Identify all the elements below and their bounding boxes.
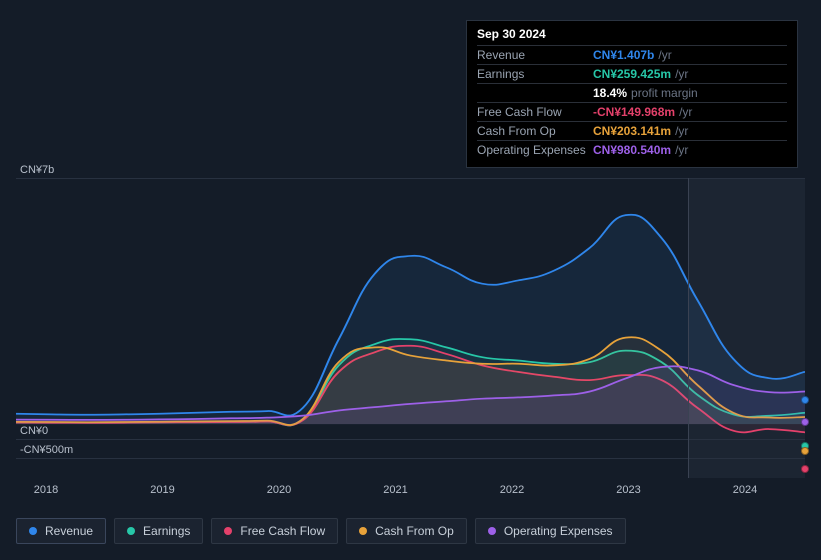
tooltip-row-unit: /yr xyxy=(658,48,671,62)
tooltip-row: Free Cash Flow-CN¥149.968m/yr xyxy=(477,102,787,121)
legend-swatch-icon xyxy=(127,527,135,535)
legend-item-label: Free Cash Flow xyxy=(240,524,325,538)
tooltip-row-value: CN¥259.425m xyxy=(593,67,671,81)
tooltip-row-value: CN¥203.141m xyxy=(593,124,671,138)
tooltip-row: Operating ExpensesCN¥980.540m/yr xyxy=(477,140,787,159)
legend-item-label: Operating Expenses xyxy=(504,524,613,538)
tooltip-row-unit: /yr xyxy=(675,124,688,138)
tooltip-row-label: Revenue xyxy=(477,48,593,62)
legend-item-label: Cash From Op xyxy=(375,524,454,538)
legend-swatch-icon xyxy=(488,527,496,535)
legend-item[interactable]: Free Cash Flow xyxy=(211,518,338,544)
tooltip-row-value: -CN¥149.968m xyxy=(593,105,675,119)
tooltip-row-unit: profit margin xyxy=(631,86,698,100)
x-axis-label: 2020 xyxy=(267,484,291,496)
legend-item[interactable]: Revenue xyxy=(16,518,106,544)
tooltip-date: Sep 30 2024 xyxy=(477,27,787,45)
legend-swatch-icon xyxy=(224,527,232,535)
x-axis-label: 2019 xyxy=(150,484,174,496)
x-axis-label: 2023 xyxy=(616,484,640,496)
tooltip-row: 18.4% profit margin xyxy=(477,83,787,102)
legend-item-label: Earnings xyxy=(143,524,190,538)
chart-legend: Revenue Earnings Free Cash Flow Cash From O… xyxy=(16,518,626,544)
legend-item[interactable]: Earnings xyxy=(114,518,203,544)
y-axis-label: CN¥0 xyxy=(20,425,48,437)
tooltip-row-value: CN¥1.407b xyxy=(593,48,654,62)
tooltip-row-label: Earnings xyxy=(477,67,593,81)
legend-item[interactable]: Operating Expenses xyxy=(475,518,626,544)
legend-swatch-icon xyxy=(359,527,367,535)
tooltip-panel: Sep 30 2024 RevenueCN¥1.407b/yrEarningsC… xyxy=(466,20,798,168)
tooltip-row: RevenueCN¥1.407b/yr xyxy=(477,45,787,64)
tooltip-row: Cash From OpCN¥203.141m/yr xyxy=(477,121,787,140)
chart-area[interactable]: CN¥7bCN¥0-CN¥500m 2018201920202021202220… xyxy=(16,158,805,478)
tooltip-row-label: Operating Expenses xyxy=(477,143,593,157)
x-axis-label: 2022 xyxy=(500,484,524,496)
tooltip-row-value: 18.4% xyxy=(593,86,627,100)
legend-item-label: Revenue xyxy=(45,524,93,538)
x-axis-label: 2024 xyxy=(733,484,757,496)
chart-plot xyxy=(16,178,805,458)
tooltip-row-label: Cash From Op xyxy=(477,124,593,138)
legend-swatch-icon xyxy=(29,527,37,535)
tooltip-row-unit: /yr xyxy=(679,105,692,119)
y-axis-label: CN¥7b xyxy=(20,164,54,176)
legend-item[interactable]: Cash From Op xyxy=(346,518,467,544)
tooltip-row-label: Free Cash Flow xyxy=(477,105,593,119)
x-axis-label: 2018 xyxy=(34,484,58,496)
x-axis-label: 2021 xyxy=(383,484,407,496)
gridline-bottom xyxy=(16,458,805,459)
y-axis-label: -CN¥500m xyxy=(20,444,73,456)
tooltip-row-value: CN¥980.540m xyxy=(593,143,671,157)
tooltip-row-unit: /yr xyxy=(675,67,688,81)
tooltip-row-unit: /yr xyxy=(675,143,688,157)
tooltip-row: EarningsCN¥259.425m/yr xyxy=(477,64,787,83)
